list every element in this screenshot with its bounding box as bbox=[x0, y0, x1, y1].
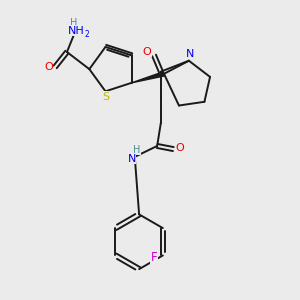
Text: S: S bbox=[103, 92, 110, 102]
Text: O: O bbox=[44, 62, 53, 72]
Text: O: O bbox=[176, 142, 184, 152]
Text: 2: 2 bbox=[84, 30, 89, 39]
Text: NH: NH bbox=[68, 26, 85, 36]
Text: F: F bbox=[151, 250, 158, 263]
Text: O: O bbox=[143, 47, 152, 57]
Polygon shape bbox=[131, 72, 165, 83]
Text: N: N bbox=[128, 154, 136, 164]
Text: N: N bbox=[186, 49, 194, 59]
Text: H: H bbox=[133, 145, 140, 155]
Text: H: H bbox=[70, 18, 78, 28]
